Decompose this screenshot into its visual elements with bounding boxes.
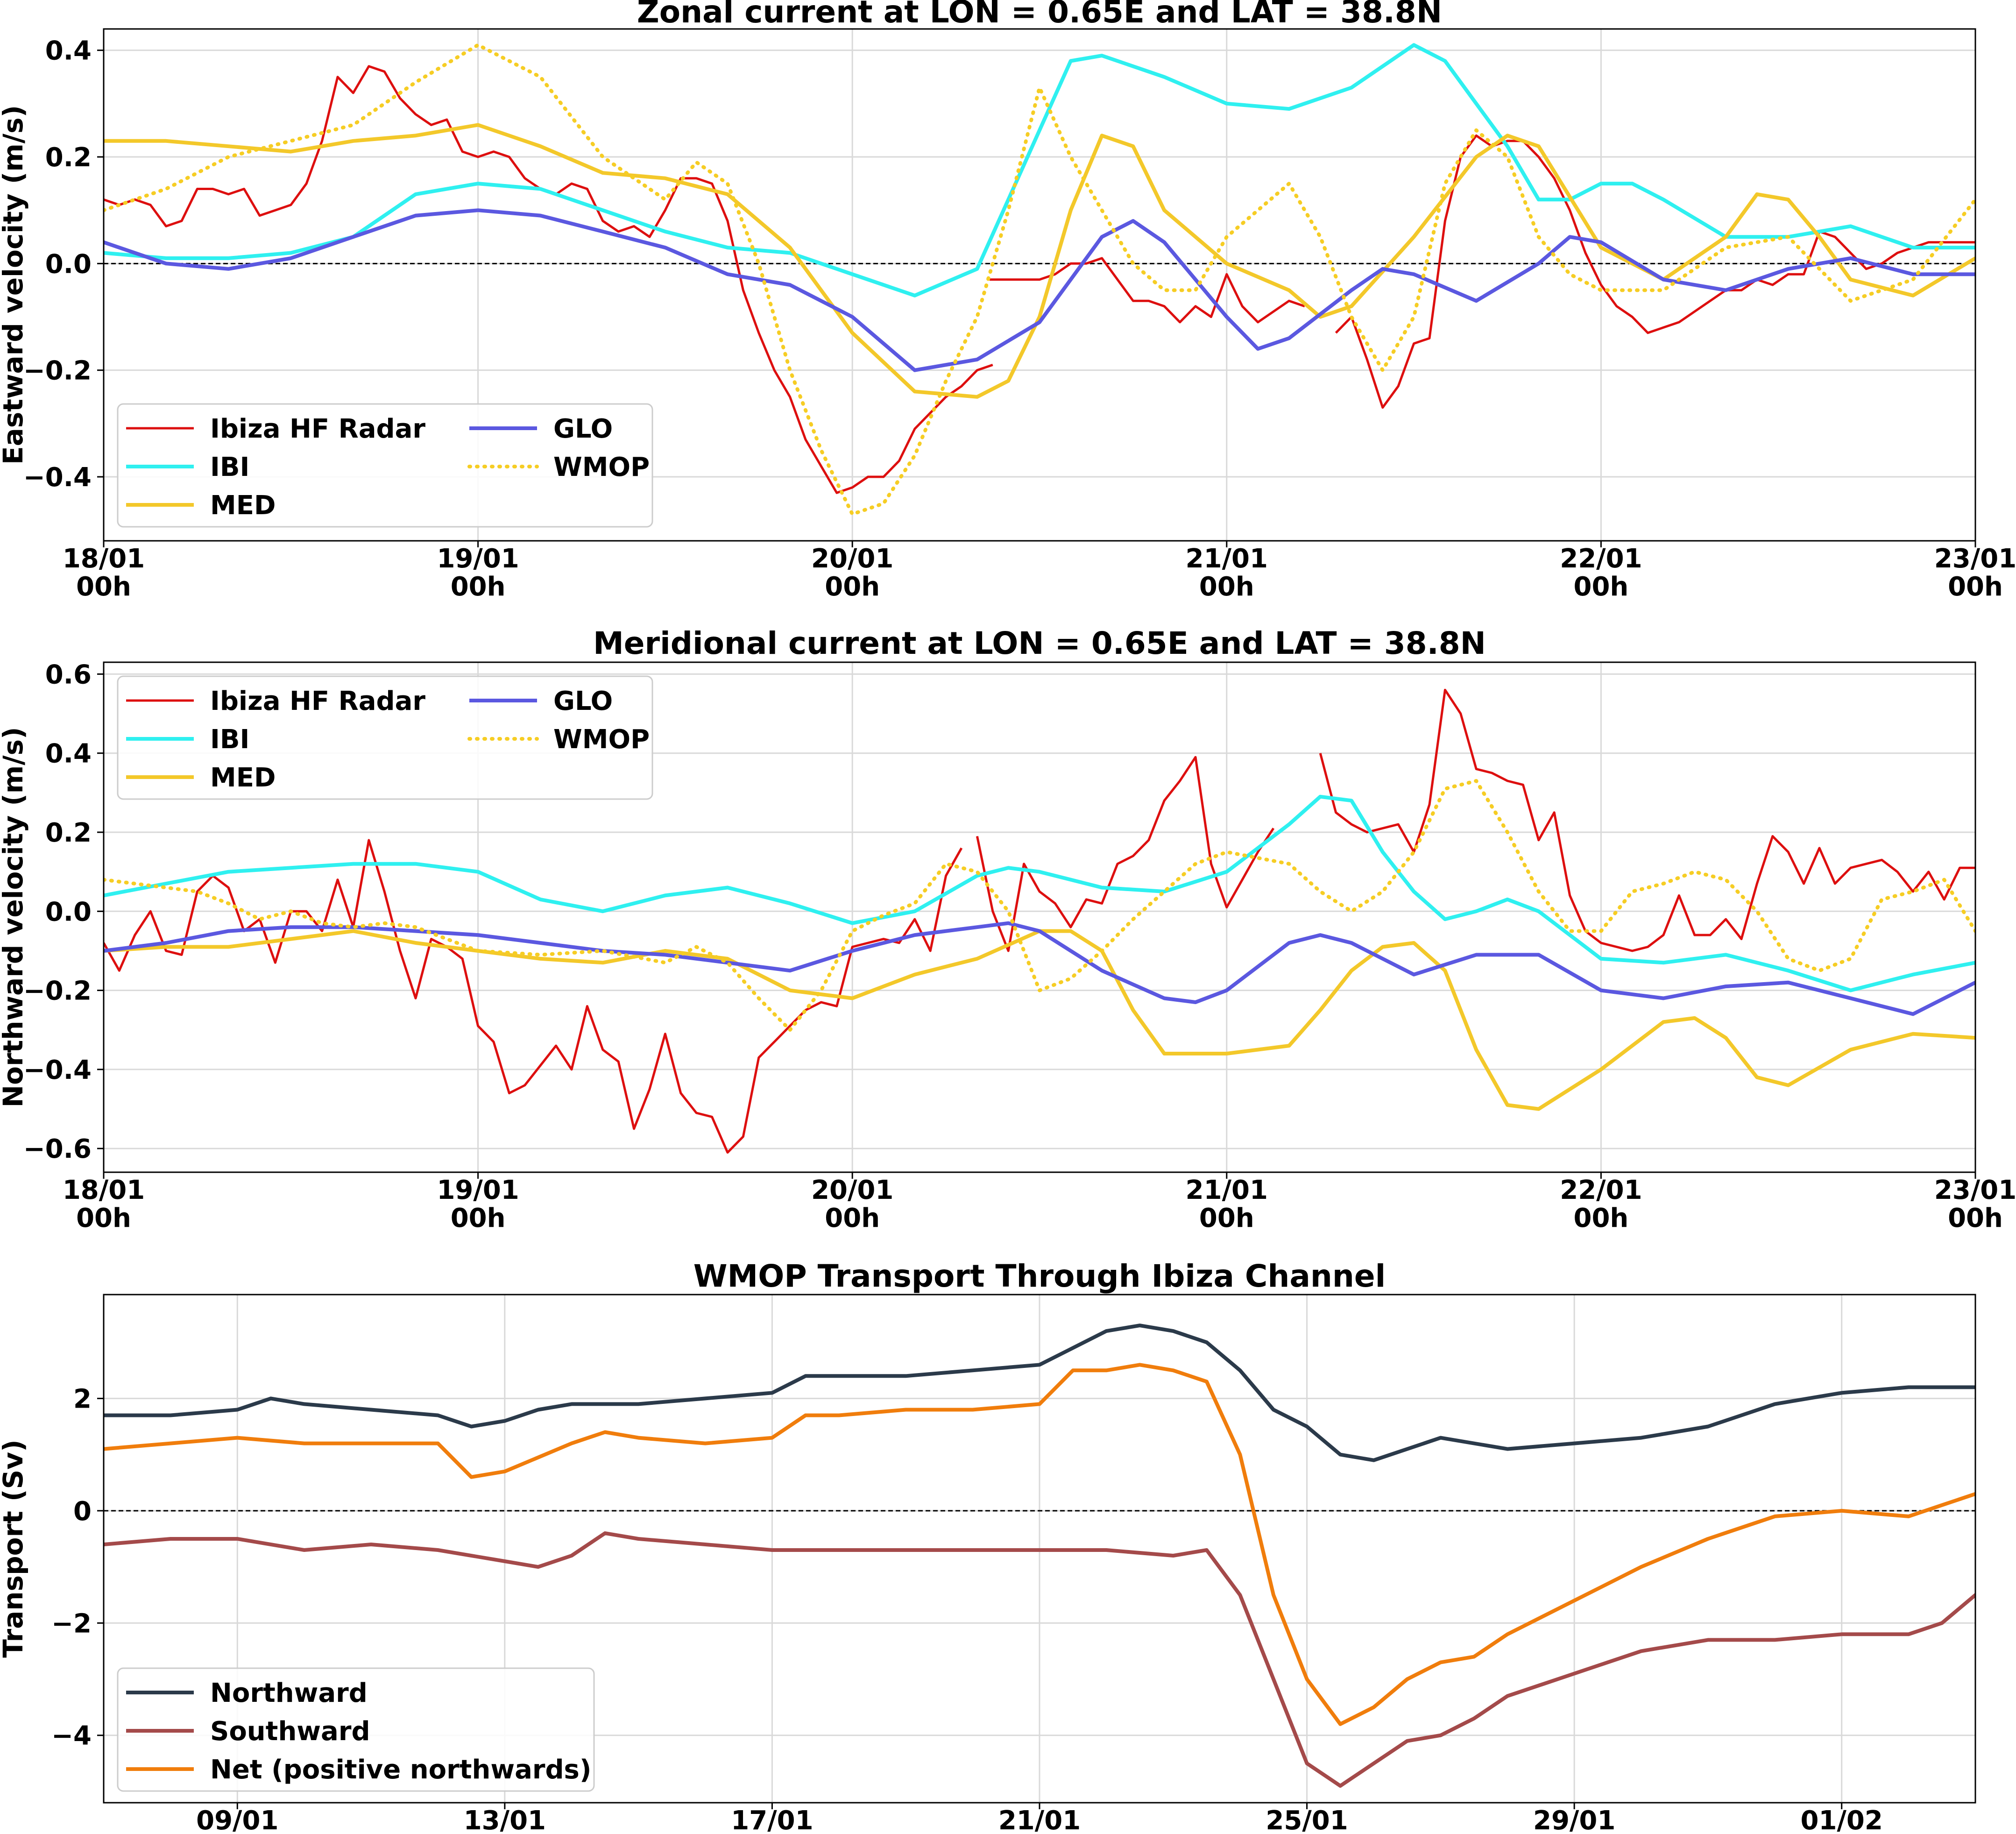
legend: Ibiza HF Radar IBI MED GLO WMOP — [117, 675, 653, 800]
transport-panel: 2 0 −2 −4 09/01 13/01 17/01 21/01 25/01 29/01 01/0… — [0, 1258, 1976, 1834]
legend-box — [117, 1667, 595, 1792]
x-tick-label: 19/01 — [437, 1175, 519, 1205]
x-tick-label: 25/01 — [1266, 1806, 1348, 1834]
legend-label-wmop: WMOP — [553, 724, 650, 755]
y-tick-label: −0.4 — [23, 462, 92, 493]
x-tick-label: 23/01 — [1934, 1175, 2016, 1205]
y-tick-label: −0.6 — [23, 1134, 92, 1164]
x-tick-label: 00h — [1574, 1203, 1629, 1233]
legend: Northward Southward Net (positive northwar… — [117, 1667, 595, 1792]
y-tick-label: 0.0 — [45, 897, 92, 927]
x-tick-label: 09/01 — [196, 1806, 278, 1834]
x-tick-label: 19/01 — [437, 544, 519, 574]
x-tick-label: 23/01 — [1934, 544, 2016, 574]
legend-label-glo: GLO — [553, 686, 613, 716]
x-tick-label: 29/01 — [1533, 1806, 1615, 1834]
legend-label-med: MED — [210, 763, 276, 793]
series-line-glo — [104, 921, 1975, 1016]
x-tick-label: 21/01 — [1186, 544, 1268, 574]
x-tick-label: 00h — [1199, 572, 1254, 602]
x-tick-label: 00h — [825, 572, 880, 602]
x-tick-label: 20/01 — [811, 544, 893, 574]
x-tick-label: 13/01 — [464, 1806, 546, 1834]
series-line-med — [104, 123, 1975, 399]
chart-title: Meridional current at LON = 0.65E and LA… — [593, 625, 1486, 661]
axes-frame — [103, 28, 1976, 542]
x-tick-label: 00h — [451, 572, 506, 602]
y-tick-label: 0.2 — [45, 142, 92, 173]
x-tick-label: 00h — [1199, 1203, 1254, 1233]
series-line-ibi — [104, 43, 1975, 297]
x-tick-label: 00h — [76, 1203, 131, 1233]
x-tick-label: 00h — [451, 1203, 506, 1233]
chart-title: WMOP Transport Through Ibiza Channel — [693, 1258, 1386, 1294]
y-axis-label: Transport (Sv) — [0, 1439, 29, 1657]
y-axis-label: Northward velocity (m/s) — [0, 727, 29, 1107]
y-tick-label: 2 — [73, 1384, 92, 1414]
y-tick-label: −0.2 — [23, 976, 92, 1006]
x-tick-label: 20/01 — [811, 1175, 893, 1205]
zonal-current-panel: 0.40.20.0−0.2−0.418/0100h19/0100h20/0100… — [0, 0, 2016, 602]
series-line-southward — [104, 1531, 1975, 1788]
x-tick-label: 21/01 — [1186, 1175, 1268, 1205]
axes-frame — [103, 661, 1976, 1173]
legend: Ibiza HF Radar IBI MED GLO WMOP — [117, 403, 653, 528]
x-tick-label: 00h — [1574, 572, 1629, 602]
series-line-northward — [104, 1324, 1975, 1462]
legend-box — [117, 675, 653, 800]
legend-label-net: Net (positive northwards) — [210, 1755, 591, 1785]
legend-box — [117, 403, 653, 528]
y-tick-label: 0.2 — [45, 818, 92, 848]
plot-area — [104, 1324, 1975, 1788]
series-line-radar — [1335, 134, 1975, 409]
x-tick-label: 18/01 — [63, 1175, 145, 1205]
legend-label-ibi: IBI — [210, 724, 249, 755]
y-tick-label: −4 — [51, 1721, 92, 1751]
y-tick-label: −0.4 — [23, 1055, 92, 1085]
legend-label-northward: Northward — [210, 1678, 368, 1708]
series-line-wmop — [104, 43, 1975, 516]
chart-title: Zonal current at LON = 0.65E and LAT = 3… — [637, 0, 1442, 30]
series-line-glo — [104, 208, 1975, 372]
series-line-radar — [990, 257, 1305, 324]
series-line-radar — [1319, 688, 1975, 952]
x-tick-label: 17/01 — [731, 1806, 813, 1834]
x-tick-label: 00h — [1948, 572, 2003, 602]
plot-area — [104, 688, 1975, 1154]
y-tick-label: 0.4 — [45, 739, 92, 769]
x-tick-label: 22/01 — [1560, 544, 1642, 574]
x-tick-label: 00h — [76, 572, 131, 602]
series-line-net — [104, 1363, 1975, 1726]
x-tick-label: 00h — [1948, 1203, 2003, 1233]
y-axis-label: Eastward velocity (m/s) — [0, 105, 29, 465]
legend-label-southward: Southward — [210, 1716, 370, 1747]
x-tick-label: 21/01 — [998, 1806, 1081, 1834]
legend-label-ibi: IBI — [210, 452, 249, 482]
legend-label-med: MED — [210, 490, 276, 521]
y-tick-label: 0.6 — [45, 659, 92, 690]
legend-label-wmop: WMOP — [553, 452, 650, 482]
series-line-wmop — [104, 779, 1975, 1032]
legend-label-radar: Ibiza HF Radar — [210, 686, 425, 716]
legend-label-radar: Ibiza HF Radar — [210, 414, 425, 444]
meridional-current-panel: 0.60.40.20.0−0.2−0.4−0.618/0100h19/0100h… — [0, 625, 2016, 1233]
y-tick-label: 0 — [73, 1496, 92, 1527]
y-tick-label: 0.4 — [45, 36, 92, 66]
y-tick-label: −0.2 — [23, 356, 92, 386]
x-tick-label: 00h — [825, 1203, 880, 1233]
y-tick-label: 0.0 — [45, 249, 92, 279]
x-tick-label: 18/01 — [63, 544, 145, 574]
y-tick-label: −2 — [51, 1608, 92, 1639]
x-tick-label: 01/02 — [1801, 1806, 1883, 1834]
legend-label-glo: GLO — [553, 414, 613, 444]
plot-area — [104, 43, 1975, 516]
series-line-ibi — [104, 794, 1975, 992]
x-tick-label: 22/01 — [1560, 1175, 1642, 1205]
